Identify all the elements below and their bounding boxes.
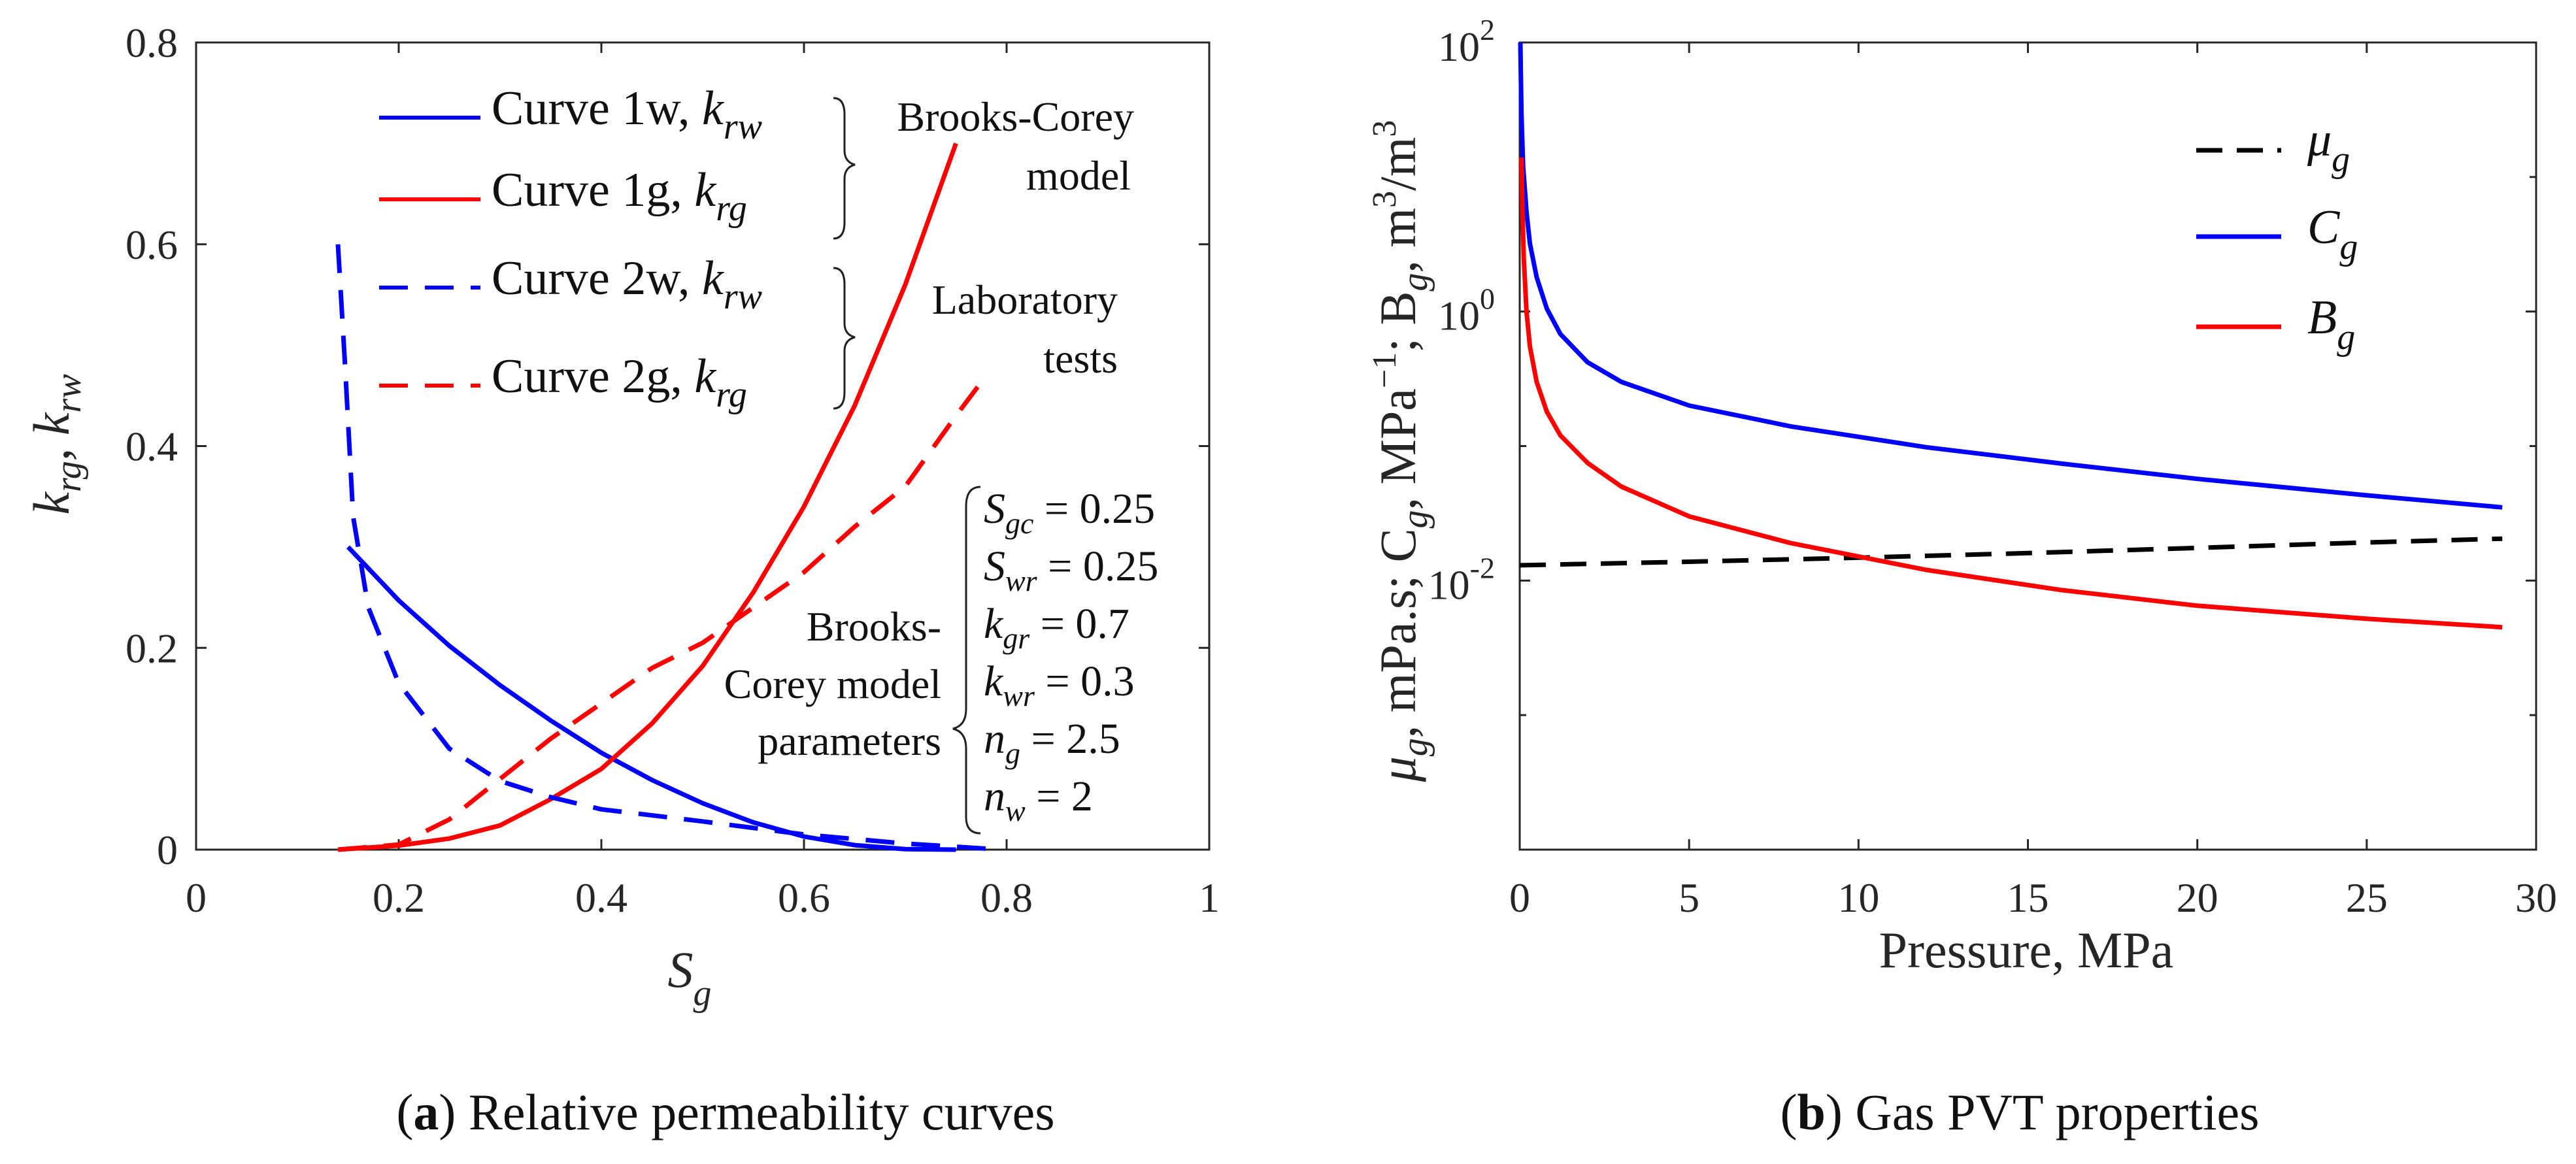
series-line-mu [1519,536,2503,568]
plot-a-xtick-label: 1 [1199,874,1220,921]
parameter-kgr: kgr = 0.7 [984,600,1129,655]
plot-a-ytick-label: 0 [157,827,178,873]
brace-parameters [952,486,981,835]
annotation-brooks-corey-2: model [1026,152,1131,199]
plot-b-xtick-label: 15 [2007,874,2049,921]
legend-label-bg: Bg [2307,291,2355,358]
plot-b-ytick-label: 100 [1438,282,1495,339]
plot-b-ylabel: μg, mPa.s; Cg, MPa−1; Bg, m3/m3 [1366,120,1435,783]
brace-laboratory [833,267,856,410]
plot-a-legend: Curve 1w, krw Curve 1g, krg Curve 2w, kr… [379,82,762,415]
plot-a-ylabel: krg, krw [23,374,89,514]
relative-permeability-chart: 0 0.2 0.4 0.6 0.8 100.20.40.60.8 krg, krw Sg … [23,20,1220,1140]
plot-b-xtick-label: 25 [2346,874,2388,921]
parameter-nw: nw = 2 [984,773,1093,827]
params-label-3: parameters [758,718,941,764]
plot-a-ytick-label: 0.6 [125,222,178,268]
parameter-ng: ng = 2.5 [984,715,1120,770]
legend-label-mu: μg [2307,113,2350,180]
plot-b-frame [1518,41,2537,851]
series-line-c1g [337,142,958,852]
annotation-brooks-corey-1: Brooks-Corey [897,93,1134,140]
legend-label-c1w: Curve 1w, krw [492,82,762,147]
plot-b-xlabel: Pressure, MPa [1879,922,2174,978]
brace-brooks-corey [833,97,856,240]
legend-label-c2w: Curve 2w, krw [492,252,762,317]
plot-b-ytick-label: 102 [1438,13,1495,70]
plot-a-xtick-label: 0.2 [373,874,425,921]
plot-b-ytick-label: 10-2 [1428,551,1495,608]
parameter-Sgc: Sgc = 0.25 [984,485,1155,540]
caption-a: (a) Relative permeability curves [396,1084,1054,1140]
params-label-2: Corey model [724,661,941,707]
plot-a-ticks: 0 0.2 0.4 0.6 0.8 1 0 0.2 0.4 0.6 0.8 [125,20,1220,921]
plot-a-series [335,142,988,852]
plot-b-legend: μg Cg Bg [2196,113,2358,358]
plot-a-xtick-label: 0 [186,874,207,921]
plot-b-xtick-label: 30 [2515,874,2557,921]
legend-label-c1g: Curve 1g, krg [492,163,747,229]
parameter-Swr: Swr = 0.25 [984,542,1158,597]
series-line-cg [1518,42,2503,510]
series-line-c1w [346,545,956,852]
plot-b-series [1518,42,2503,630]
legend-label-cg: Cg [2307,201,2358,267]
plot-b-xtick-label: 5 [1679,874,1699,921]
annotation-laboratory-1: Laboratory [932,276,1118,323]
parameter-kwr: kwr = 0.3 [984,657,1135,712]
plot-a-xtick-label: 0.4 [575,874,627,921]
params-label-1: Brooks- [807,603,941,650]
plot-a-ytick-label: 0.8 [125,20,178,66]
plot-a-xlabel: Sg [668,941,712,1014]
plot-b-xtick-label: 10 [1837,874,1879,921]
plot-b-xtick-label: 20 [2177,874,2218,921]
annotation-laboratory-2: tests [1043,335,1118,382]
gas-pvt-chart: 0 5 10 15 20 25 30 102 100 10-2 μg, mPa.s; Cg, MP… [1366,13,2557,1140]
plot-a-ytick-label: 0.2 [125,625,178,671]
series-line-bg [1519,157,2503,630]
plot-b-xtick-label: 0 [1509,874,1530,921]
legend-label-c2g: Curve 2g, krg [492,350,747,415]
caption-b: (b) Gas PVT properties [1781,1084,2260,1140]
plot-b-ticks: 0 5 10 15 20 25 30 102 100 10-2 [1428,13,2557,921]
plot-a-xtick-label: 0.8 [980,874,1033,921]
plot-a-ytick-label: 0.4 [125,424,178,470]
plot-a-xtick-label: 0.6 [778,874,830,921]
